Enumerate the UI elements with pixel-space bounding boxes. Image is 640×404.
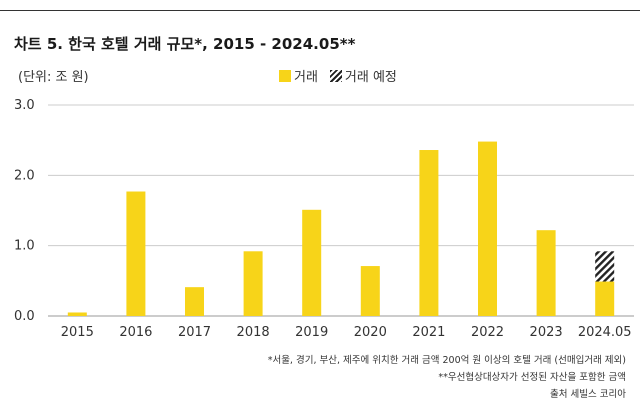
y-tick-label: 2.0 (14, 168, 35, 183)
chart-title: 차트 5. 한국 호텔 거래 규모*, 2015 - 2024.05** (14, 35, 356, 53)
bar-completed (536, 230, 556, 316)
source-note: 출처 세빌스 코리아 (550, 389, 626, 400)
x-tick-label: 2016 (119, 325, 152, 340)
x-tick-label: 2017 (178, 325, 211, 340)
bar-completed (67, 312, 87, 316)
bar-completed (595, 281, 615, 316)
x-tick-label: 2021 (412, 325, 445, 340)
footnote-scope: *서울, 경기, 부산, 제주에 위치한 거래 금액 200억 원 이상의 호텔… (267, 355, 626, 366)
bar-completed (419, 150, 439, 316)
legend-item-planned: 거래 예정 (329, 66, 397, 85)
legend: 거래 거래 예정 (279, 66, 397, 85)
x-tick-label: 2015 (61, 325, 94, 340)
x-tick-label: 2022 (471, 325, 504, 340)
y-tick-label: 3.0 (14, 98, 35, 113)
legend-item-completed: 거래 (279, 66, 318, 85)
bar-completed (302, 209, 322, 316)
x-tick-label: 2020 (354, 325, 387, 340)
unit-label: (단위: 조 원) (18, 70, 89, 85)
bar-completed (360, 266, 380, 316)
footnote-pending: **우선협상대상자가 선정된 자산을 포함한 금액 (438, 372, 626, 383)
legend-label-completed: 거래 (294, 70, 318, 85)
top-rule (0, 10, 640, 11)
x-tick-label: 2024.05 (578, 325, 632, 340)
bar-planned (595, 251, 615, 282)
y-tick-label: 0.0 (14, 309, 35, 324)
bar-completed (185, 287, 204, 316)
x-tick-label: 2023 (530, 325, 563, 340)
legend-swatch-planned (329, 69, 342, 82)
bar-completed (478, 141, 497, 316)
legend-swatch-completed (279, 69, 291, 82)
bar-completed (126, 191, 146, 316)
legend-label-planned: 거래 예정 (344, 70, 397, 85)
y-tick-label: 1.0 (14, 239, 35, 254)
bar-completed (243, 251, 263, 316)
x-tick-label: 2018 (237, 325, 270, 340)
x-tick-label: 2019 (295, 325, 328, 340)
